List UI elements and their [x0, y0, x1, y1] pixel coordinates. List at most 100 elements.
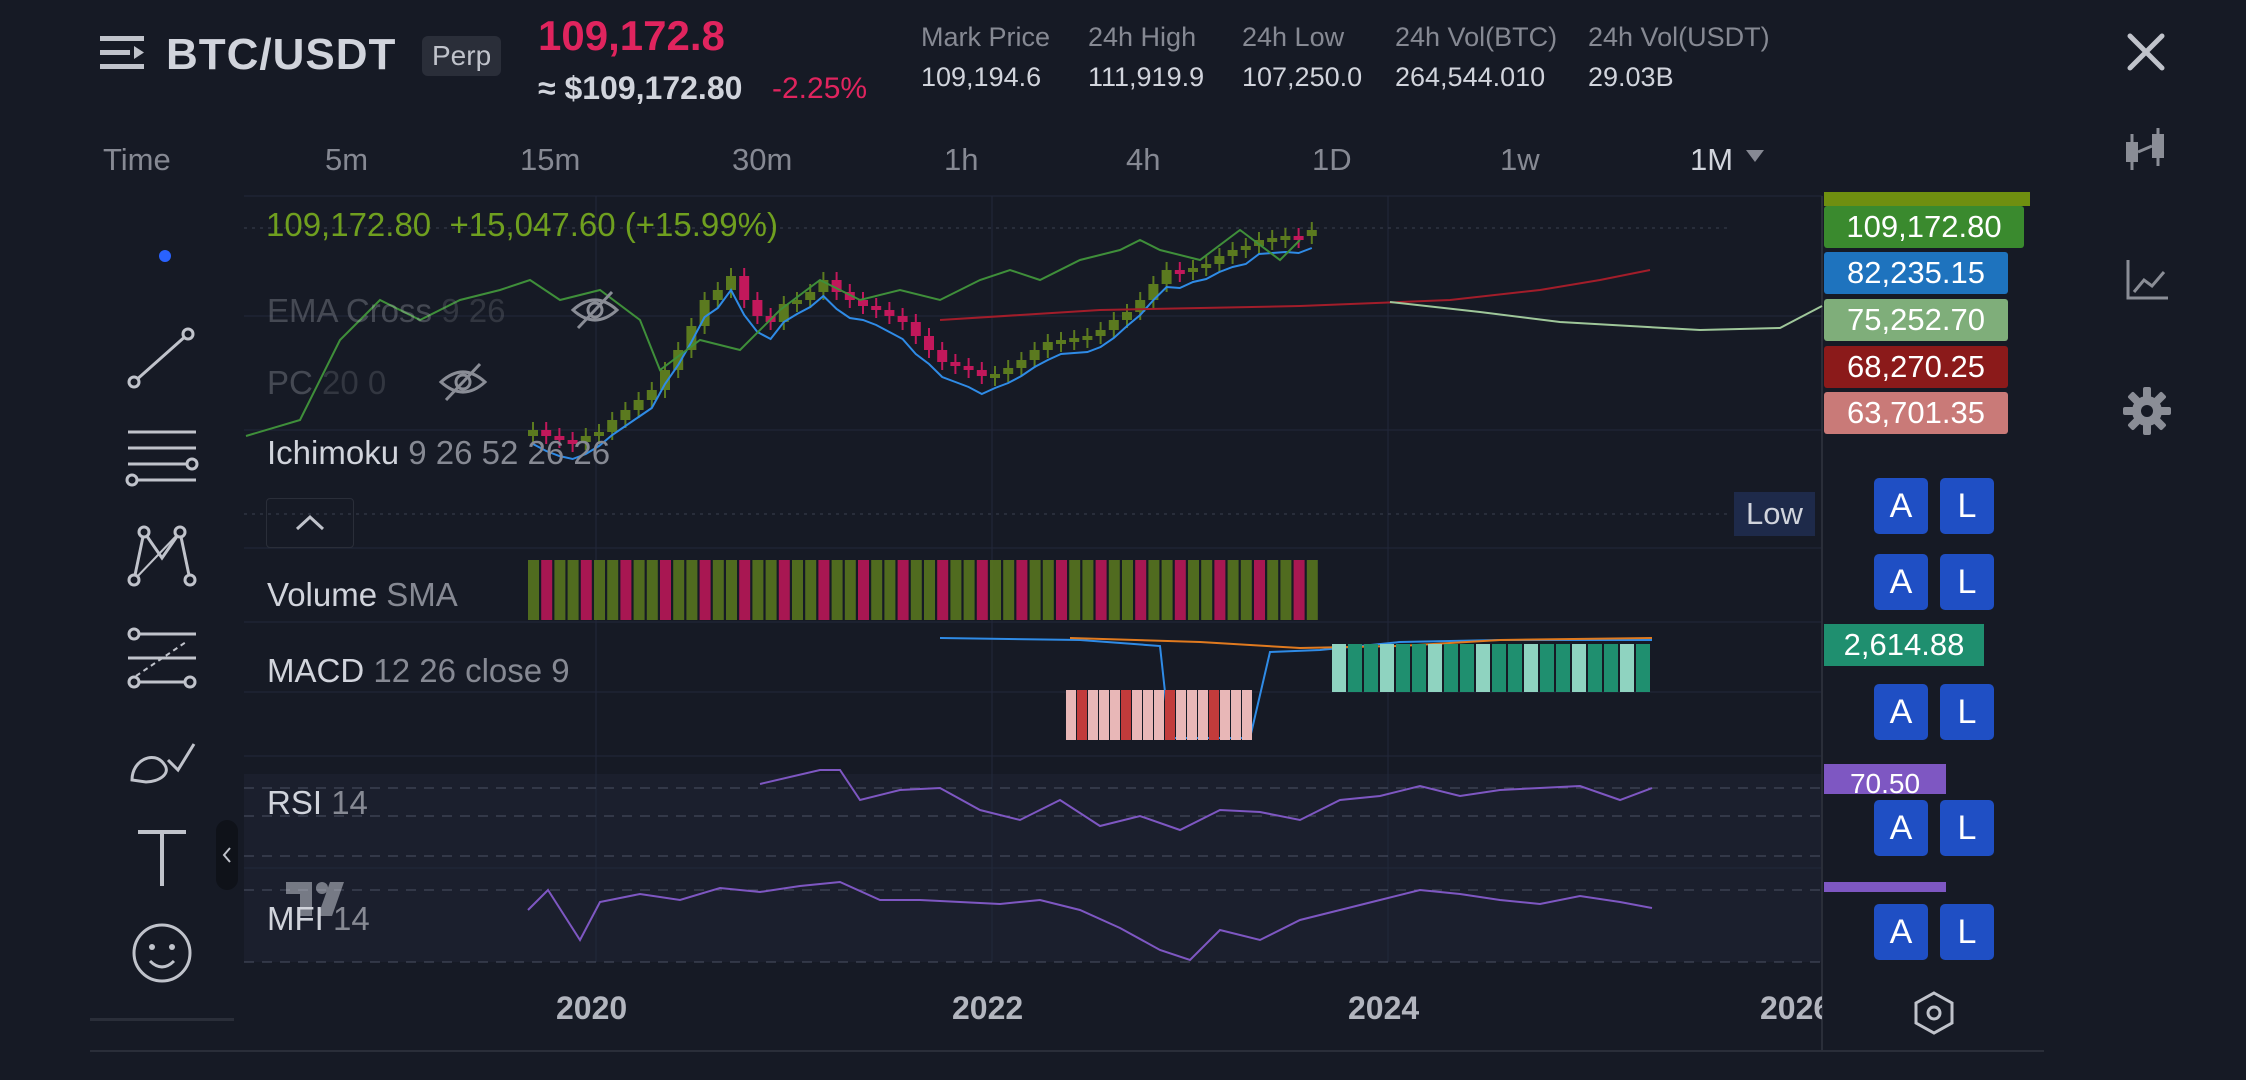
candle-body: [1095, 330, 1106, 336]
candle-body: [1227, 250, 1238, 256]
alert-button[interactable]: A: [1874, 684, 1928, 740]
trendline-tool[interactable]: [124, 320, 200, 396]
log-button[interactable]: L: [1940, 478, 1994, 534]
tab-15m[interactable]: 15m: [520, 142, 581, 177]
pattern-tool[interactable]: [124, 518, 200, 594]
macd-histogram-bar: [1348, 644, 1362, 692]
candle-body: [1069, 338, 1080, 342]
tab-1w[interactable]: 1w: [1500, 142, 1540, 177]
macd-histogram-bar: [1066, 690, 1076, 740]
gear-icon[interactable]: [2120, 384, 2174, 438]
macd-histogram-bar: [1132, 690, 1142, 740]
stat-label-24h-high: 24h High: [1088, 22, 1197, 52]
indicator-ema-cross[interactable]: EMA Cross 9 26: [267, 292, 505, 330]
volume-bar: [1042, 560, 1054, 620]
price-tag-ichimoku: 75,252.70: [1824, 299, 2008, 341]
candle-body: [580, 436, 591, 442]
macd-histogram-bar: [1620, 644, 1634, 692]
alert-button[interactable]: A: [1874, 800, 1928, 856]
macd-histogram-bar: [1198, 690, 1208, 740]
stat-value-24h-vol-btc: 264,544.010: [1395, 62, 1546, 92]
macd-histogram-bar: [1121, 690, 1131, 740]
volume-bar: [1306, 560, 1318, 620]
volume-bar: [673, 560, 685, 620]
candle-body: [594, 432, 604, 436]
collapse-legend-button[interactable]: [266, 498, 354, 548]
close-icon[interactable]: [2124, 30, 2168, 74]
active-dot: [159, 250, 171, 262]
text-tool[interactable]: [124, 820, 200, 896]
stat-value-24h-high: 111,919.9: [1088, 62, 1205, 92]
ichimoku-lagging-line: [245, 228, 1301, 437]
eye-hidden-icon[interactable]: [438, 360, 488, 404]
horizontal-lines-tool[interactable]: [124, 418, 200, 494]
alert-button[interactable]: A: [1874, 904, 1928, 960]
candle-body: [805, 292, 816, 300]
brush-icon: [130, 743, 196, 784]
macd-histogram-bar: [1492, 644, 1506, 692]
mfi-value-tag: [1824, 882, 1946, 892]
indicator-pc[interactable]: PC 20 0: [267, 364, 386, 402]
candle-body: [633, 400, 644, 410]
indicator-rsi[interactable]: RSI 14: [267, 784, 368, 822]
candle-body: [1201, 264, 1212, 268]
candle-body: [1214, 256, 1225, 264]
indicator-ichimoku[interactable]: Ichimoku 9 26 52 26 26: [267, 434, 610, 472]
candle-body: [1240, 246, 1251, 250]
indicator-mfi[interactable]: MFI 14: [267, 900, 370, 938]
stat-label-24h-vol-usdt: 24h Vol(USDT): [1588, 22, 1770, 52]
macd-histogram-bar: [1154, 690, 1164, 740]
log-button[interactable]: L: [1940, 684, 1994, 740]
indicator-name: PC: [267, 364, 313, 401]
candle-body: [818, 280, 829, 292]
price-tag-ema-fast: 82,235.15: [1824, 252, 2008, 294]
candle-body: [673, 350, 684, 370]
candle-body: [607, 420, 618, 432]
chart-settings-hexagon-icon[interactable]: [1912, 990, 1956, 1036]
brush-tool[interactable]: [124, 720, 200, 796]
volume-bar: [1240, 560, 1252, 620]
log-button[interactable]: L: [1940, 904, 1994, 960]
indicator-macd[interactable]: MACD 12 26 close 9: [267, 652, 570, 690]
menu-icon[interactable]: [98, 32, 146, 74]
tab-30m[interactable]: 30m: [732, 142, 793, 177]
candles-icon[interactable]: [2120, 124, 2174, 178]
indicator-volume[interactable]: Volume SMA: [267, 576, 458, 614]
tab-5m[interactable]: 5m: [325, 142, 369, 177]
candle-body: [884, 310, 895, 316]
log-button[interactable]: L: [1940, 800, 1994, 856]
volume-bar: [990, 560, 1001, 620]
perp-badge: Perp: [422, 36, 502, 76]
volume-bar: [1108, 560, 1120, 620]
forecast-tool[interactable]: [124, 620, 200, 696]
rsi-line: [759, 769, 1653, 832]
candle-body: [1280, 236, 1291, 240]
pair-title[interactable]: BTC/USDT: [166, 30, 397, 79]
collapse-toolbar-handle[interactable]: [216, 820, 238, 890]
volume-bar: [528, 560, 539, 620]
alert-button[interactable]: A: [1874, 478, 1928, 534]
indicator-name: MACD: [267, 652, 365, 689]
macd-histogram-bar: [1088, 690, 1098, 740]
volume-bar: [1135, 560, 1147, 620]
tab-4h[interactable]: 4h: [1126, 142, 1161, 177]
candle-body: [1056, 340, 1066, 344]
indicators-chart-icon[interactable]: [2120, 252, 2174, 306]
eye-hidden-icon[interactable]: [570, 288, 620, 332]
chevron-down-icon[interactable]: [1746, 150, 1764, 164]
last-price: 109,172.8: [538, 12, 725, 59]
candle-body: [660, 370, 670, 390]
volume-bar: [976, 560, 988, 620]
alert-button[interactable]: A: [1874, 554, 1928, 610]
volume-bar: [620, 560, 632, 620]
tab-1d[interactable]: 1D: [1312, 142, 1352, 177]
tab-1h[interactable]: 1h: [944, 142, 979, 177]
tab-1m-selected[interactable]: 1M: [1690, 142, 1734, 177]
log-button[interactable]: L: [1940, 554, 1994, 610]
volume-bar: [1293, 560, 1305, 620]
emoji-tool[interactable]: [124, 915, 200, 991]
volume-bar: [1267, 560, 1279, 620]
macd-histogram-bar: [1176, 690, 1186, 740]
volume-bar: [778, 560, 790, 620]
